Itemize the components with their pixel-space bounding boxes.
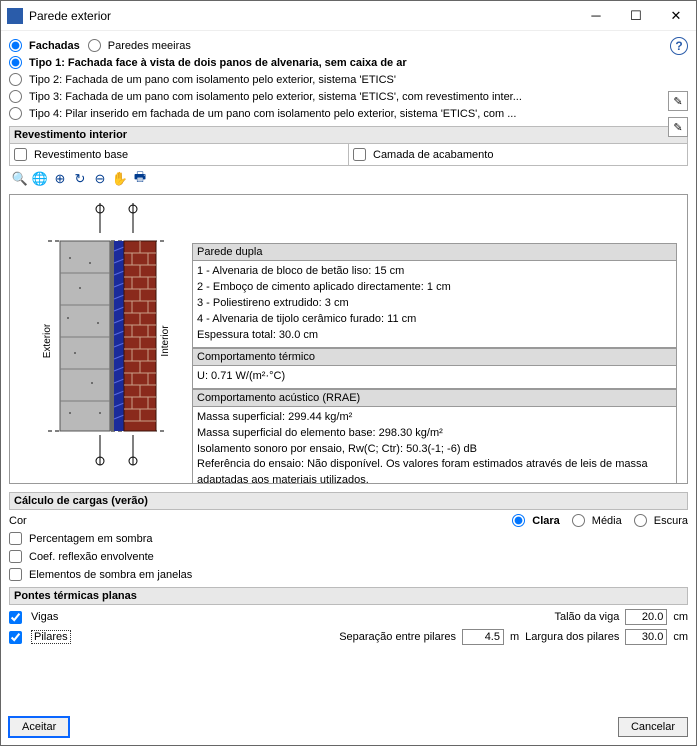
tipo1-row[interactable]: Tipo 1: Fachada face à vista de dois pan… <box>9 56 688 69</box>
dialog-window: Parede exterior ─ ☐ ✕ ? Fachadas Paredes… <box>0 0 697 746</box>
wall-svg: Exterior Interior <box>20 203 180 473</box>
check-pilares[interactable] <box>9 631 22 644</box>
check-coef[interactable] <box>9 550 22 563</box>
refresh-icon[interactable]: ↻ <box>71 170 89 188</box>
app-icon <box>7 8 23 24</box>
info-body1: 1 - Alvenaria de bloco de betão liso: 15… <box>192 261 677 348</box>
info-box: Parede dupla 1 - Alvenaria de bloco de b… <box>192 243 677 475</box>
info-header3: Comportamento acústico (RRAE) <box>192 389 677 407</box>
side-actions: ✎ ✎ <box>668 91 688 137</box>
exterior-label: Exterior <box>42 323 53 358</box>
info-header1: Parede dupla <box>192 243 677 261</box>
interior-label: Interior <box>160 325 171 357</box>
maximize-button[interactable]: ☐ <box>616 1 656 31</box>
info-header2: Comportamento térmico <box>192 348 677 366</box>
window-title: Parede exterior <box>29 9 576 23</box>
check-vigas[interactable] <box>9 611 22 624</box>
radio-escura[interactable]: Escura <box>634 514 688 527</box>
cor-label: Cor <box>9 515 27 527</box>
globe-icon[interactable]: 🌐 <box>31 170 49 188</box>
accept-button[interactable]: Aceitar <box>9 717 69 737</box>
tipo4-row[interactable]: Tipo 4: Pilar inserido em fachada de um … <box>9 107 688 120</box>
preview-toolbar: 🔍 🌐 ⊕ ↻ ⊖ ✋ 🖶 <box>9 166 688 192</box>
check-elem[interactable] <box>9 568 22 581</box>
cargas-header: Cálculo de cargas (verão) <box>9 492 688 510</box>
radio-clara[interactable]: Clara <box>512 514 560 527</box>
input-sep[interactable] <box>462 629 504 645</box>
zoom-out-icon[interactable]: ⊖ <box>91 170 109 188</box>
info-body2: U: 0.71 W/(m²·°C) <box>192 366 677 389</box>
pontes-header: Pontes térmicas planas <box>9 587 688 605</box>
buttons-bar: Aceitar Cancelar <box>1 711 696 745</box>
input-larg[interactable] <box>625 629 667 645</box>
vigas-row: Vigas Talão da viga cm <box>9 609 688 625</box>
close-button[interactable]: ✕ <box>656 1 696 31</box>
tipo3-row[interactable]: Tipo 3: Fachada de um pano com isolament… <box>9 90 688 103</box>
radio-media[interactable]: Média <box>572 514 622 527</box>
minimize-button[interactable]: ─ <box>576 1 616 31</box>
info-body3: Massa superficial: 299.44 kg/m² Massa su… <box>192 407 677 484</box>
print-icon[interactable]: 🖶 <box>131 170 149 188</box>
tipo2-row[interactable]: Tipo 2: Fachada de um pano com isolament… <box>9 73 688 86</box>
edit2-icon[interactable]: ✎ <box>668 117 688 137</box>
cancel-button[interactable]: Cancelar <box>618 717 688 737</box>
category-row: Fachadas Paredes meeiras <box>9 39 688 52</box>
wall-drawing: Exterior Interior <box>20 203 180 475</box>
radio-fachadas[interactable]: Fachadas <box>9 39 80 52</box>
check-camada[interactable] <box>353 148 366 161</box>
pilares-row: Pilares Separação entre pilares m Largur… <box>9 629 688 645</box>
cor-row: Cor Clara Média Escura <box>9 514 688 527</box>
zoom-in-icon[interactable]: ⊕ <box>51 170 69 188</box>
content-area: ? Fachadas Paredes meeiras ✎ ✎ Tipo 1: F… <box>1 31 696 711</box>
revestimento-options: Revestimento base Camada de acabamento <box>9 144 688 166</box>
zoom-window-icon[interactable]: 🔍 <box>11 170 29 188</box>
check-perc[interactable] <box>9 532 22 545</box>
radio-meeiras[interactable]: Paredes meeiras <box>88 39 191 52</box>
input-talao[interactable] <box>625 609 667 625</box>
pan-icon[interactable]: ✋ <box>111 170 129 188</box>
revestimento-header: Revestimento interior <box>9 126 688 144</box>
help-icon[interactable]: ? <box>670 37 688 55</box>
check-revestimento-base[interactable] <box>14 148 27 161</box>
titlebar: Parede exterior ─ ☐ ✕ <box>1 1 696 31</box>
window-buttons: ─ ☐ ✕ <box>576 1 696 31</box>
edit-icon[interactable]: ✎ <box>668 91 688 111</box>
preview-area: Exterior Interior Parede dupla 1 - Alven… <box>9 194 688 484</box>
